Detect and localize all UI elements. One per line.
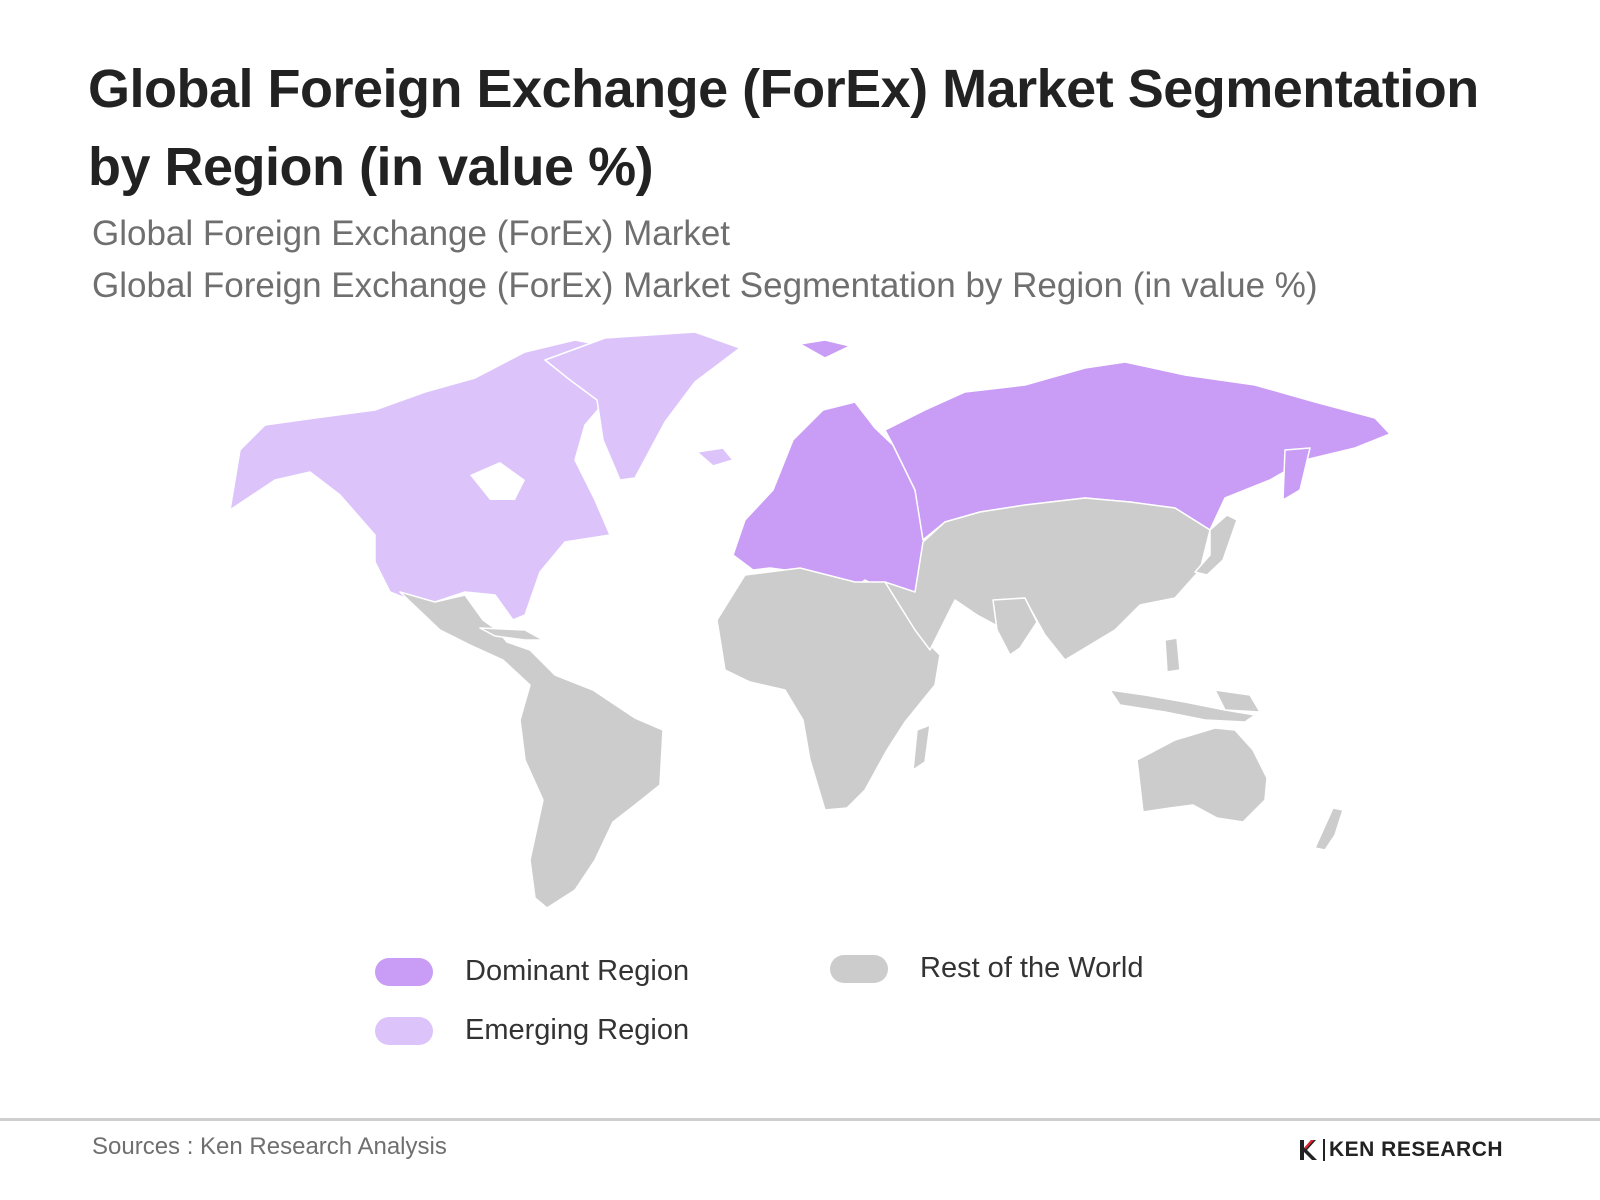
region-north-america [229, 339, 626, 621]
region-madagascar [912, 724, 931, 771]
region-africa [716, 567, 941, 811]
world-map [229, 331, 1391, 909]
chart-title: Global Foreign Exchange (ForEx) Market S… [88, 59, 1479, 197]
region-india [992, 597, 1038, 656]
logo-text: KEN RESEARCH [1329, 1138, 1504, 1161]
region-asia [884, 497, 1211, 661]
source-note: Sources : Ken Research Analysis [92, 1133, 447, 1160]
subtitle-market: Global Foreign Exchange (ForEx) Market [92, 214, 731, 253]
region-new-zealand [1314, 807, 1344, 851]
region-japan [1194, 514, 1238, 576]
legend-swatch-dominant [375, 957, 433, 986]
legend-label-emerging: Emerging Region [465, 1014, 690, 1046]
ken-research-logo-icon [1300, 1140, 1317, 1160]
legend-swatch-rest [830, 954, 888, 983]
region-greenland [544, 331, 741, 481]
region-philippines [1164, 637, 1181, 673]
logo-separator [1323, 1139, 1325, 1161]
legend-label-rest: Rest of the World [920, 952, 1144, 984]
region-caribbean [479, 627, 544, 641]
region-new-guinea [1214, 689, 1261, 713]
region-iceland [696, 447, 734, 467]
legend-label-dominant: Dominant Region [465, 955, 690, 987]
region-svalbard [799, 339, 851, 359]
region-southeast-asia [1109, 689, 1256, 723]
region-australia [1136, 727, 1268, 823]
hudson-bay [470, 462, 525, 500]
footer-divider [0, 1118, 1600, 1121]
legend-rest: Rest of the World [830, 952, 1144, 985]
region-kamchatka [1282, 447, 1311, 501]
legend-swatch-emerging [375, 1016, 433, 1045]
ken-research-logo: KEN RESEARCH [1298, 1138, 1503, 1162]
legend-emerging: Emerging Region [375, 1014, 689, 1047]
subtitle-segmentation: Global Foreign Exchange (ForEx) Market S… [92, 266, 1318, 305]
legend-dominant: Dominant Region [375, 955, 689, 988]
